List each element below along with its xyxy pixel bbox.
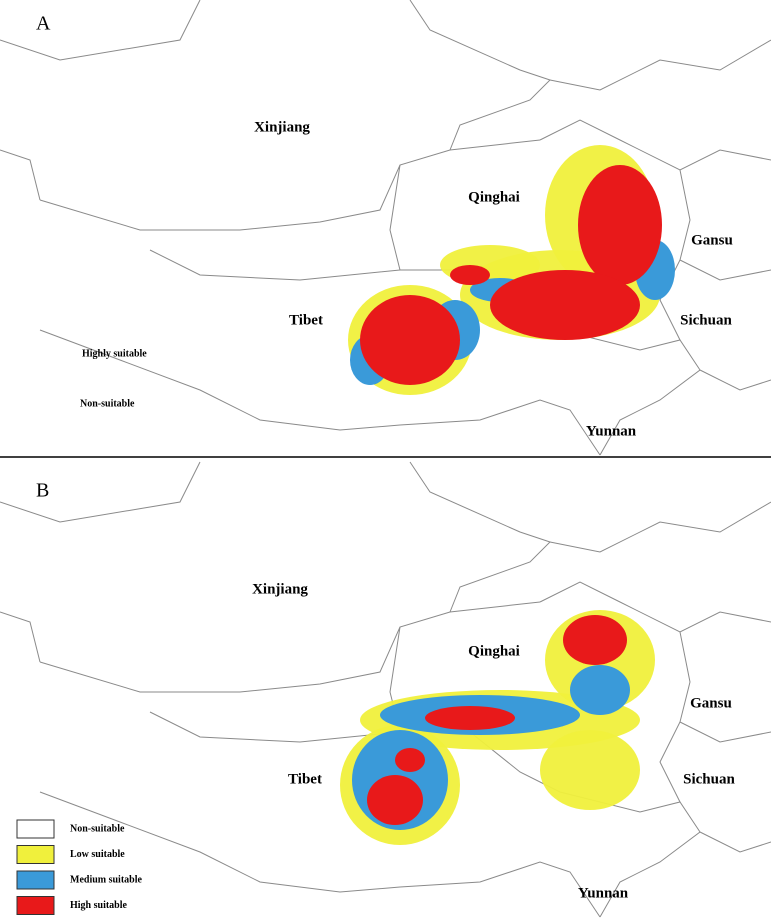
region-label: Qinghai <box>468 189 520 205</box>
region-label: Sichuan <box>680 312 732 328</box>
legend-swatch <box>16 896 55 915</box>
region-label: Xinjiang <box>254 119 310 135</box>
panel-label: A <box>36 13 51 35</box>
suitability-area <box>578 165 662 285</box>
suitability-areas <box>340 145 675 845</box>
legend-swatch <box>16 870 55 890</box>
legend-label: Low suitable <box>70 849 125 860</box>
note: Non-suitable <box>80 398 135 409</box>
legend-label: Medium suitable <box>70 874 143 885</box>
region-label: Tibet <box>288 771 322 787</box>
region-label: Qinghai <box>468 643 520 659</box>
legend-label: High suitable <box>70 900 128 911</box>
suitability-area <box>395 748 425 772</box>
region-label: Yunnan <box>586 423 637 439</box>
region-label: Sichuan <box>683 771 735 787</box>
suitability-area <box>367 775 423 825</box>
region-label: Gansu <box>690 695 732 711</box>
panel-label: B <box>36 480 49 502</box>
suitability-area <box>570 665 630 715</box>
suitability-area <box>490 270 640 340</box>
labels: A Xinjiang Qinghai Gansu Tibet Sichuan Yunnan H… <box>16 13 736 915</box>
legend-label: Non-suitable <box>70 823 125 834</box>
suitability-area <box>425 706 515 730</box>
region-label: Gansu <box>691 232 733 248</box>
suitability-area <box>450 265 490 285</box>
region-label: Tibet <box>289 312 323 328</box>
region-label: Xinjiang <box>252 581 308 597</box>
suitability-area <box>563 615 627 665</box>
suitability-area <box>360 295 460 385</box>
suitability-area <box>540 730 640 810</box>
note: Highly suitable <box>82 348 147 359</box>
legend-swatch <box>16 845 55 864</box>
legend-swatch <box>16 819 55 839</box>
region-label: Yunnan <box>578 885 629 901</box>
